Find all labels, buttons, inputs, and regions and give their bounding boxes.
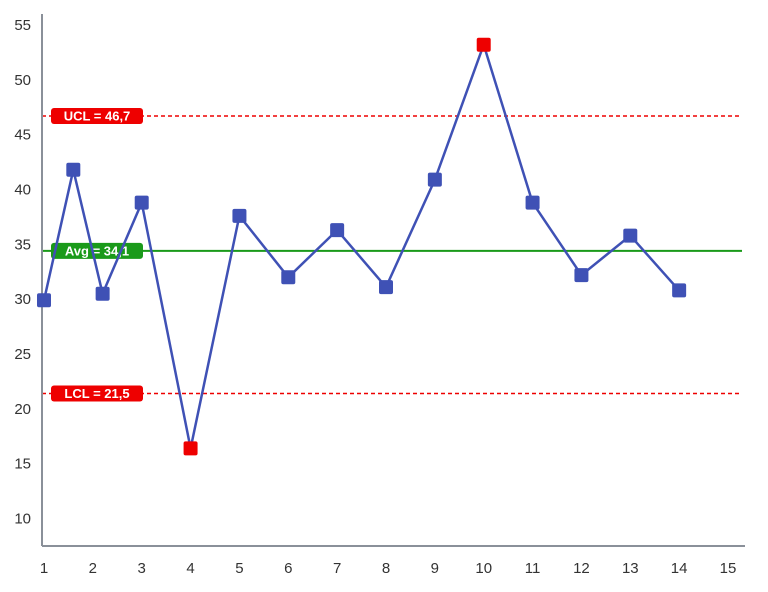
data-point xyxy=(623,228,638,243)
series xyxy=(37,37,687,456)
x-tick-label: 13 xyxy=(622,560,639,577)
reference-lines: UCL = 46,7 Avg = 34,1 LCL = 21,5 xyxy=(42,108,742,402)
data-point xyxy=(427,172,442,187)
data-point xyxy=(574,268,589,283)
y-tick-label: 50 xyxy=(14,72,31,89)
x-tick-label: 4 xyxy=(186,560,194,577)
x-tick-label: 14 xyxy=(671,560,688,577)
y-tick-label: 20 xyxy=(14,401,31,418)
data-point xyxy=(672,283,687,298)
x-tick-label: 8 xyxy=(382,560,390,577)
axes xyxy=(41,14,745,547)
data-point xyxy=(232,208,247,223)
data-point-out-of-control xyxy=(476,37,491,52)
data-point xyxy=(66,162,81,177)
x-tick-label: 3 xyxy=(138,560,146,577)
reference-label-2: LCL = 21,5 xyxy=(64,386,129,401)
data-point xyxy=(281,270,296,285)
x-tick-label: 10 xyxy=(475,560,492,577)
data-point xyxy=(330,223,345,238)
y-tick-label: 55 xyxy=(14,17,31,34)
y-tick-label: 10 xyxy=(14,511,31,528)
x-tick-label: 12 xyxy=(573,560,590,577)
x-tick-label: 9 xyxy=(431,560,439,577)
data-point xyxy=(134,195,149,210)
x-tick-label: 15 xyxy=(720,560,737,577)
reference-label-badge-0 xyxy=(51,108,143,125)
x-tick-label: 6 xyxy=(284,560,292,577)
data-point xyxy=(379,280,393,295)
data-point xyxy=(37,293,51,308)
x-tick-label: 11 xyxy=(525,560,541,577)
x-tick-label: 2 xyxy=(89,560,97,577)
x-tick-label: 7 xyxy=(333,560,341,577)
y-tick-label: 15 xyxy=(14,456,31,473)
y-tick-label: 40 xyxy=(14,182,31,199)
reference-label-1: Avg = 34,1 xyxy=(65,243,129,258)
y-tick-label: 35 xyxy=(14,236,31,253)
x-tick-label: 1 xyxy=(40,560,48,577)
x-tick-label: 5 xyxy=(235,560,243,577)
data-point xyxy=(525,195,540,210)
data-point xyxy=(95,286,110,301)
reference-label-0: UCL = 46,7 xyxy=(64,109,131,124)
reference-label-badge-2 xyxy=(51,385,143,402)
y-tick-label: 30 xyxy=(14,291,31,308)
y-tick-label: 45 xyxy=(14,127,31,144)
y-tick-label: 25 xyxy=(14,346,31,363)
data-point-out-of-control xyxy=(183,441,198,456)
